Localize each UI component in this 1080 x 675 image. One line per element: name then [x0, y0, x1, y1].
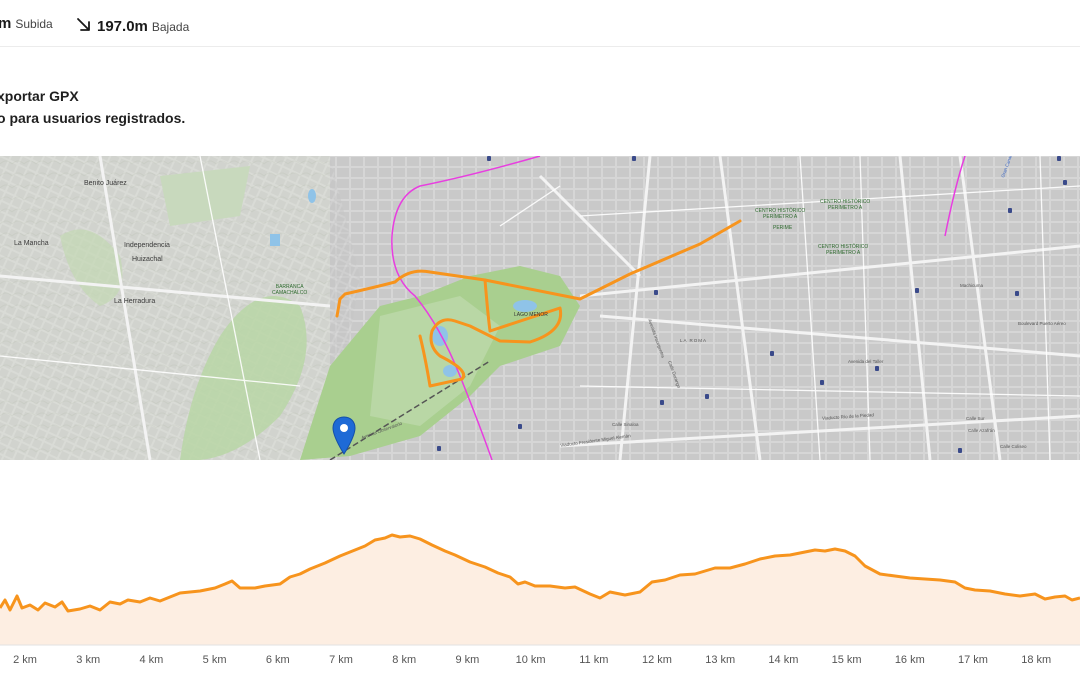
map-label-huizachal: Huizachal	[132, 256, 163, 263]
distance-tick-label: 4 km	[139, 654, 164, 666]
distance-tick-label: 16 km	[894, 654, 925, 666]
map-label-la-mancha: La Mancha	[14, 240, 49, 247]
map-label-centro-c-l2: PERÍMETRO A	[826, 250, 861, 257]
export-registered-note: o para usuarios registrados.	[0, 110, 186, 126]
transit-line	[391, 156, 541, 460]
ascent-stat: m Subida	[0, 15, 53, 32]
map-label-lago-menor: LAGO MENOR	[514, 312, 548, 318]
map-label-calle-coliseo: Calle Coliseo	[1000, 444, 1027, 449]
distance-tick-label: 10 km	[515, 654, 546, 666]
distance-tick-label: 3 km	[76, 654, 101, 666]
map-label-la-roma: LA ROMA	[680, 338, 708, 343]
map-label-centro-a: CENTRO HISTÓRICO PERÍMETRO A	[755, 208, 805, 221]
distance-tick-label: 8 km	[392, 654, 417, 666]
elevation-profile[interactable]: 2 km 3 km 4 km 5 km 6 km 7 km 8 km 9 km 10 km 11 …	[0, 470, 1080, 675]
elevation-area	[0, 535, 1080, 645]
distance-tick-label: 9 km	[455, 654, 480, 666]
map-canvas	[0, 156, 1080, 460]
map-label-barranca-l1: BARRANCA	[275, 284, 304, 290]
map-label-independencia: Independencia	[124, 242, 170, 249]
distance-tick-label: 6 km	[265, 654, 290, 666]
distance-tick-label: 18 km	[1021, 654, 1052, 666]
map-label-calle-sur: Calle Sur	[966, 416, 985, 421]
distance-tick-label: 5 km	[202, 654, 227, 666]
map-label-centro-c: CENTRO HISTÓRICO PERÍMETRO A	[818, 244, 868, 257]
map-label-centro-b-l2: PERÍMETRO A	[828, 205, 863, 212]
export-gpx-link[interactable]: xportar GPX	[0, 88, 79, 104]
map-label-centro-b: CENTRO HISTÓRICO PERÍMETRO A	[820, 199, 870, 212]
distance-tick-label: 7 km	[329, 654, 353, 666]
distance-tick-label: 13 km	[705, 654, 736, 666]
route-line	[335, 219, 742, 388]
map-label-barranca-l2: CAMACHALCO	[272, 290, 308, 297]
route-map[interactable]: Benito Juárez La Mancha Independencia Hu…	[0, 156, 1080, 460]
map-label-centro-a-l2: PERÍMETRO A	[763, 214, 798, 221]
distance-tick-label: 15 km	[831, 654, 862, 666]
distance-tick-label: 12 km	[642, 654, 672, 666]
map-pin-icon[interactable]	[332, 416, 356, 456]
map-label-calle-sinaloa: Calle Sinaloa	[612, 422, 639, 427]
map-label-calle-azafran: Calle Azafrán	[968, 428, 995, 433]
arrow-down-right-icon	[77, 18, 90, 31]
map-label-avenida-talleres: Avenida del Taller	[848, 359, 884, 364]
map-label-barranca: BARRANCA CAMACHALCO	[272, 284, 307, 297]
map-label-machicuma: Machicuma	[960, 283, 984, 288]
descent-value: 197.0m	[97, 18, 148, 35]
map-label-perime: PERIME	[773, 225, 793, 231]
distance-tick-label: 11 km	[579, 654, 609, 666]
map-label-centro-c-l1: CENTRO HISTÓRICO	[818, 244, 869, 250]
stats-bar: m Subida 197.0m Bajada	[0, 0, 1080, 47]
map-label-centro-a-l1: CENTRO HISTÓRICO	[755, 208, 806, 214]
ascent-value: m	[0, 15, 12, 32]
distance-tick-label: 2 km	[13, 654, 37, 666]
map-label-la-herradura: La Herradura	[114, 298, 156, 305]
elevation-line	[0, 533, 1080, 613]
ascent-label: Subida	[15, 17, 53, 31]
map-label-benito-juarez: Benito Juárez	[84, 180, 127, 187]
elevation-chart	[0, 533, 1080, 646]
descent-label: Bajada	[151, 20, 190, 34]
descent-stat: 197.0m Bajada	[76, 15, 189, 35]
distance-tick-label: 14 km	[768, 654, 799, 666]
distance-tick-label: 17 km	[958, 654, 988, 666]
map-label-bulevard: Boulevard Puerto Aéreo	[1018, 321, 1066, 326]
map-label-centro-b-l1: CENTRO HISTÓRICO	[820, 199, 871, 205]
